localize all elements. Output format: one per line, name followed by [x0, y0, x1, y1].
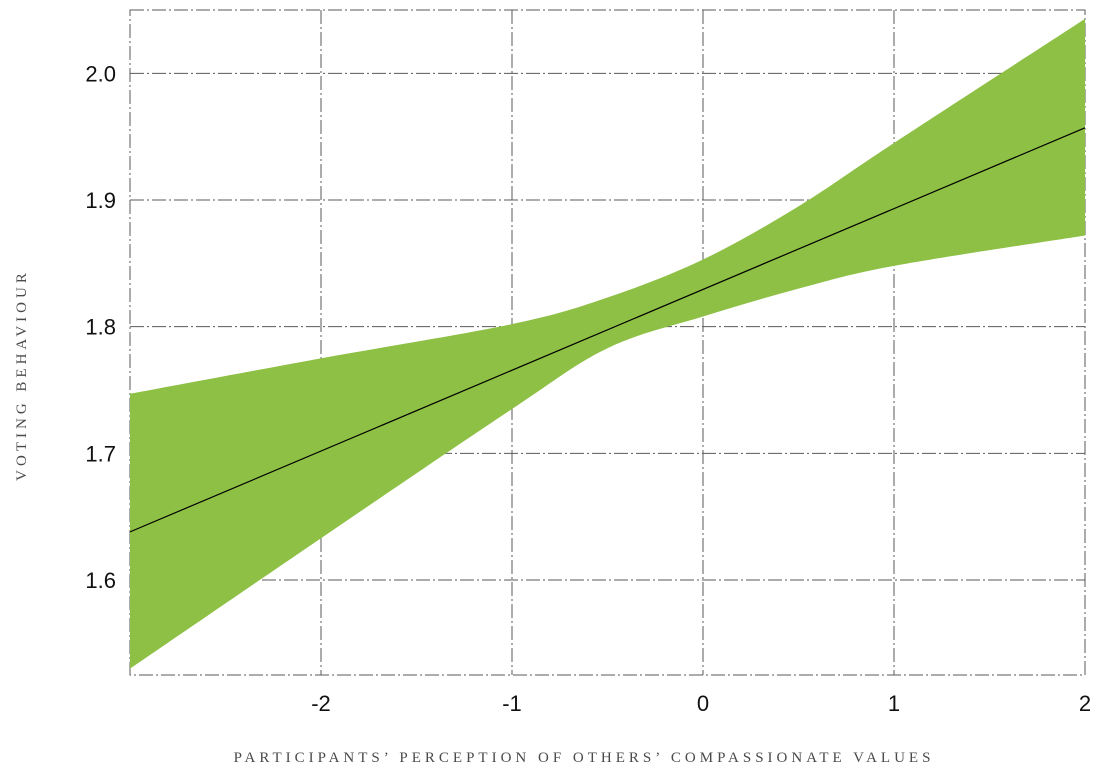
x-axis-title: PARTICIPANTS’ PERCEPTION OF OTHERS’ COMP… — [234, 750, 935, 766]
y-tick-label: 2.0 — [85, 61, 116, 86]
regression-line-layer — [129, 127, 1086, 533]
plot-frame — [129, 9, 1086, 676]
regression-line — [129, 127, 1086, 533]
y-tick-label: 1.8 — [85, 315, 116, 340]
confidence-band-layer — [130, 18, 1085, 669]
x-tick-label: 0 — [697, 691, 709, 716]
y-tick-label: 1.9 — [85, 188, 116, 213]
x-tick-label: -2 — [311, 691, 331, 716]
confidence-band — [130, 18, 1085, 669]
x-tick-label: 1 — [888, 691, 900, 716]
x-tick-label: 2 — [1079, 691, 1091, 716]
x-tick-labels: -2 -1 0 1 2 — [311, 691, 1091, 716]
grid — [129, 9, 1086, 676]
y-tick-labels: 1.6 1.7 1.8 1.9 2.0 — [85, 61, 116, 593]
y-tick-label: 1.7 — [85, 441, 116, 466]
y-tick-label: 1.6 — [85, 568, 116, 593]
x-tick-label: -1 — [502, 691, 522, 716]
y-axis-title: VOTING BEHAVIOUR — [14, 269, 30, 481]
